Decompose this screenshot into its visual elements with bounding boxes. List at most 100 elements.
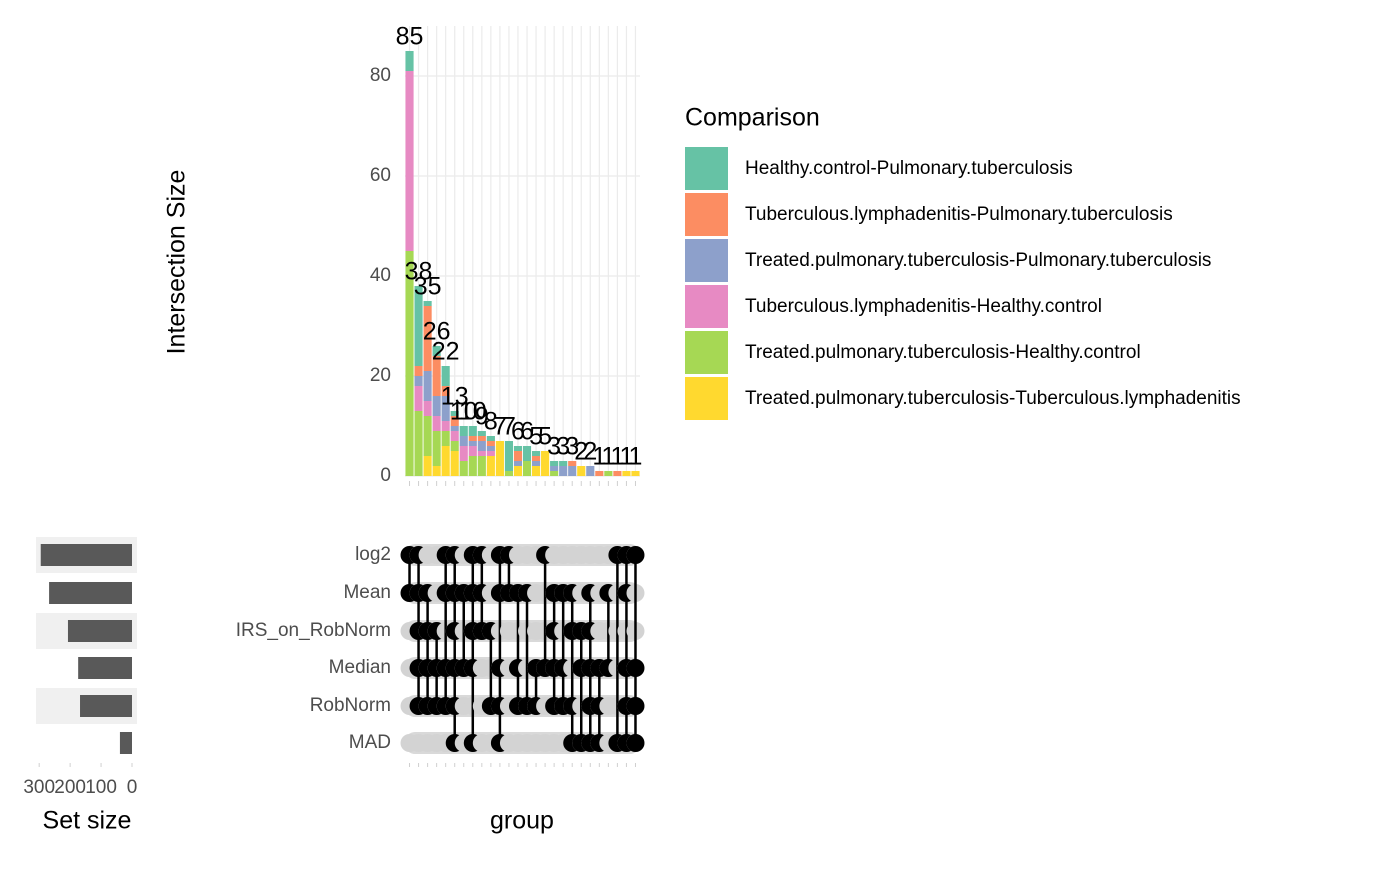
set-size-tick-label: 200 [54,777,86,798]
bar-label: 7 [502,413,516,441]
member-dot [626,697,645,715]
bar-label: 85 [396,23,424,51]
bar-segment [441,396,450,421]
y-tick-label: 60 [370,165,391,186]
set-size-tick-label: 300 [23,777,55,798]
bar-label: 3 [547,433,561,461]
member-dot [626,734,645,752]
bar-segment [441,446,450,476]
bar-segment [513,446,523,451]
legend-key [685,377,728,420]
bar-segment [613,471,622,476]
legend-label: Tuberculous.lymphadenitis-Pulmonary.tube… [745,204,1173,225]
bar-segment [432,356,441,396]
bar-segment [432,396,441,416]
bar-segment [513,461,523,466]
bar-label: 3 [556,433,570,461]
bar-segment [577,466,586,476]
set-size-bar [67,620,132,642]
set-size-bar [40,544,132,566]
set-size-bar [49,582,132,604]
bar-segment [414,411,423,476]
bar-segment [486,441,495,446]
bar-segment [405,71,414,251]
bar-segment [477,441,486,451]
set-name: Median [329,657,391,678]
bar-segment [486,456,495,476]
bar-segment [459,446,468,461]
bar-segment [432,416,441,431]
y-tick-label: 40 [370,265,391,286]
bar-segment [468,436,477,441]
bar-segment [559,461,568,466]
bar-segment [414,386,423,411]
bar-segment [423,456,432,476]
x-axis-label: group [490,807,554,835]
bar-segment [550,466,559,471]
bar-segment [522,461,532,476]
bar-segment [468,441,477,446]
bar-label: 6 [520,418,534,446]
bar-label: 1 [610,443,624,471]
bar-segment [423,401,432,416]
bar-label: 8 [484,408,498,436]
set-name: Mean [343,582,391,603]
bar-segment [450,411,459,416]
legend-key [685,239,728,282]
set-size-bar [80,695,132,717]
bar-segment [414,286,423,366]
bar-segment [423,306,432,371]
member-dot [626,546,645,564]
set-size-tick-label: 100 [85,777,117,798]
bar-label: 9 [475,403,489,431]
bar-segment [531,451,541,456]
bar-label: 1 [592,443,606,471]
bar-label: 2 [583,438,597,466]
bar-segment [450,416,459,426]
bar-label: 35 [414,273,442,301]
bar-segment [414,366,423,376]
bar-segment [441,421,450,431]
bar-segment [468,426,477,436]
bar-segment [531,466,541,476]
bar-segment [568,461,577,466]
bar-label: 26 [423,318,451,346]
bar-segment [504,441,514,471]
bar-segment [486,451,495,456]
legend-key [685,331,728,374]
bar-segment [595,471,604,476]
legend-key [685,147,728,190]
bar-segment [423,301,432,306]
legend-label: Treated.pulmonary.tuberculosis-Tuberculo… [745,388,1241,409]
y-tick-label: 20 [370,365,391,386]
bar-segment [568,466,577,476]
bar-segment [550,471,559,476]
bar-segment [550,461,559,466]
bar-label: 3 [565,433,579,461]
legend-label: Treated.pulmonary.tuberculosis-Healthy.c… [745,342,1141,363]
bar-segment [631,471,640,476]
bar-label: 1 [601,443,615,471]
member-dot [626,659,645,677]
y-tick-label: 0 [380,465,391,486]
bar-segment [405,251,414,476]
bar-segment [513,451,523,461]
bar-segment [495,441,504,476]
y-tick-label: 80 [370,65,391,86]
bar-segment [459,461,468,476]
bar-label: 38 [405,258,433,286]
legend-title: Comparison [685,104,820,132]
bar-segment [531,461,541,466]
bar-segment [477,456,486,476]
legend-label: Healthy.control-Pulmonary.tuberculosis [745,158,1073,179]
bar-segment [450,431,459,441]
bar-label: 5 [529,423,543,451]
bar-segment [405,51,414,71]
legend-key [685,193,728,236]
bar-segment [541,451,550,476]
bar-label: 1 [629,443,643,471]
bar-segment [522,446,532,461]
set-size-bar [119,732,132,754]
bar-segment [441,386,450,396]
bar-segment [486,446,495,451]
